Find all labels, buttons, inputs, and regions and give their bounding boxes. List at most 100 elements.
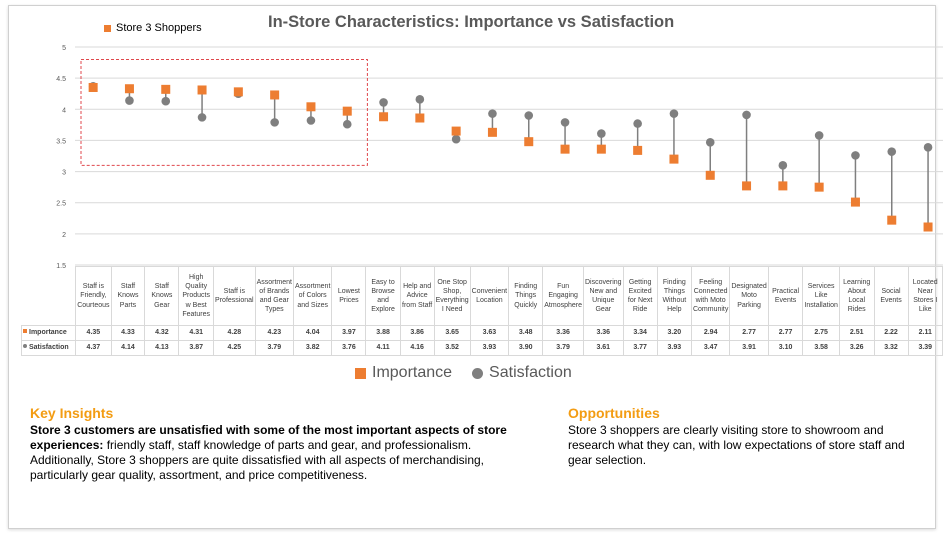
category-label: Staff Knows Gear xyxy=(144,266,180,326)
importance-point xyxy=(233,87,243,97)
importance-point xyxy=(197,85,207,95)
key-insights-heading: Key Insights xyxy=(30,405,114,421)
importance-point xyxy=(487,127,497,137)
importance-point xyxy=(88,82,98,92)
importance-value: 2.77 xyxy=(729,325,769,341)
satisfaction-point xyxy=(379,98,388,107)
y-tick-label: 3.5 xyxy=(56,138,66,145)
satisfaction-value: 3.87 xyxy=(178,340,215,356)
key-insights-text: friendly staff, staff knowledge of parts… xyxy=(30,438,485,482)
satisfaction-value: 4.37 xyxy=(75,340,112,356)
category-label: Feeling Connected with Moto Community xyxy=(690,266,731,326)
importance-value: 4.31 xyxy=(178,325,215,341)
y-tick-label: 2.5 xyxy=(56,201,66,208)
importance-value: 3.20 xyxy=(656,325,692,341)
importance-square-icon xyxy=(355,367,366,379)
data-table: Staff is Friendly, Courteous Staff Knows … xyxy=(20,266,943,356)
importance-value: 2.94 xyxy=(690,325,731,341)
category-label: Located Near Stores I Like xyxy=(907,266,943,326)
importance-value: 3.65 xyxy=(433,325,471,341)
importance-value: 3.48 xyxy=(508,325,544,341)
importance-point xyxy=(814,182,824,192)
category-label: Finding Things Quickly xyxy=(508,266,544,326)
category-label: Practical Events xyxy=(767,266,804,326)
importance-value: 4.23 xyxy=(254,325,294,341)
satisfaction-value: 4.16 xyxy=(399,340,435,356)
row-label-text: Importance xyxy=(29,329,67,337)
legend-importance: Importance xyxy=(372,364,453,381)
satisfaction-value: 3.10 xyxy=(767,340,804,356)
circle-marker-icon xyxy=(23,344,27,349)
satisfaction-value: 3.79 xyxy=(254,340,294,356)
key-insights: Key Insights Store 3 customers are unsat… xyxy=(30,406,530,483)
importance-value: 2.11 xyxy=(907,325,943,341)
importance-point xyxy=(451,126,461,136)
category-label: Finding Things Without Help xyxy=(656,266,692,326)
importance-point xyxy=(850,197,860,207)
importance-point xyxy=(342,106,352,116)
importance-value: 3.86 xyxy=(399,325,435,341)
importance-point xyxy=(306,102,316,112)
importance-value: 3.63 xyxy=(469,325,510,341)
category-label: Fun Engaging Atmosphere xyxy=(542,266,584,326)
importance-point xyxy=(923,222,933,232)
category-label: Lowest Prices xyxy=(331,266,367,326)
satisfaction-value: 4.25 xyxy=(213,340,256,356)
y-tick-label: 2 xyxy=(62,232,66,239)
importance-point xyxy=(415,113,425,123)
importance-value: 4.04 xyxy=(292,325,333,341)
chart-title: In-Store Characteristics: Importance vs … xyxy=(268,13,675,31)
category-label: Discovering New and Unique Gear xyxy=(582,266,624,326)
importance-value: 3.97 xyxy=(331,325,367,341)
satisfaction-point xyxy=(814,131,824,140)
category-label: Easy to Browse and Explore xyxy=(365,266,401,326)
importance-point xyxy=(379,112,389,122)
satisfaction-point xyxy=(923,142,933,152)
row-label: Satisfaction xyxy=(20,340,77,356)
importance-point xyxy=(524,137,534,147)
category-label: Getting Excited for Next Ride xyxy=(622,266,658,326)
satisfaction-value: 3.61 xyxy=(582,340,624,356)
satisfaction-value: 4.11 xyxy=(365,340,401,356)
importance-value: 3.36 xyxy=(582,325,624,341)
satisfaction-point xyxy=(197,113,207,122)
top-legend: Store 3 Shoppers xyxy=(104,22,202,34)
category-label: Designated Moto Parking xyxy=(729,266,769,326)
satisfaction-value: 3.90 xyxy=(508,340,544,356)
row-label-text: Satisfaction xyxy=(29,344,69,352)
importance-point xyxy=(887,215,897,225)
satisfaction-value: 3.93 xyxy=(656,340,692,356)
legend-satisfaction: Satisfaction xyxy=(489,364,572,381)
category-label: Staff Knows Parts xyxy=(110,266,146,326)
importance-point xyxy=(705,170,715,180)
satisfaction-value: 3.76 xyxy=(331,340,367,356)
category-label: Assortment of Brands and Gear Types xyxy=(254,266,294,326)
importance-value: 3.88 xyxy=(365,325,401,341)
satisfaction-value: 3.47 xyxy=(690,340,731,356)
satisfaction-point xyxy=(560,118,570,127)
satisfaction-point xyxy=(451,134,461,144)
importance-value: 3.36 xyxy=(542,325,584,341)
category-label: Convenient Location xyxy=(469,266,510,326)
category-label: Staff is Friendly, Courteous xyxy=(75,266,112,326)
satisfaction-point xyxy=(705,137,715,147)
satisfaction-point xyxy=(742,110,751,120)
table-row-importance: Importance 4.35 4.33 4.32 4.31 4.28 4.23 4.04 3.… xyxy=(20,325,943,341)
importance-value: 4.28 xyxy=(213,325,256,341)
satisfaction-point xyxy=(524,111,534,120)
importance-value: 4.35 xyxy=(75,325,112,341)
category-label: Help and Advice from Staff xyxy=(399,266,435,326)
satisfaction-value: 3.52 xyxy=(433,340,471,356)
satisfaction-point xyxy=(669,109,679,118)
table-header-row: Staff is Friendly, Courteous Staff Knows … xyxy=(21,266,943,326)
satisfaction-value: 3.26 xyxy=(838,340,875,356)
importance-point xyxy=(270,90,280,100)
category-label: Learning About Local Rides xyxy=(838,266,875,326)
satisfaction-value: 4.14 xyxy=(110,340,146,356)
top-legend-label: Store 3 Shoppers xyxy=(116,22,202,34)
satisfaction-point xyxy=(161,96,171,106)
satisfaction-value: 3.93 xyxy=(469,340,510,356)
satisfaction-value: 3.32 xyxy=(873,340,909,356)
satisfaction-point xyxy=(306,116,316,125)
satisfaction-point xyxy=(415,95,425,104)
